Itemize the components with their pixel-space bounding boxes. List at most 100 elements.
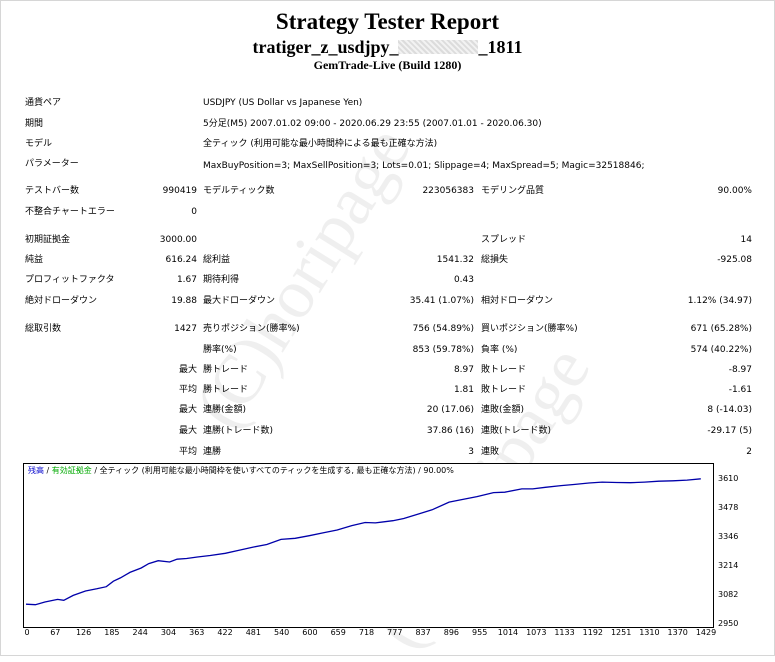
gross-loss-value: -925.08 — [717, 255, 752, 265]
avg-label: 平均 — [178, 385, 197, 395]
legend-equity: 有効証拠金 — [51, 466, 92, 475]
abs-dd-label: 絶対ドローダウン — [25, 296, 98, 306]
legend-balance: 残高 — [28, 466, 44, 475]
x-tick-label: 600 — [302, 628, 318, 637]
payoff-label: 期待利得 — [203, 275, 240, 285]
max-consec-loss-label: 連敗(金額) — [481, 405, 525, 415]
max-consec-loss-value: 8 (-14.03) — [707, 405, 752, 415]
x-tick-label: 363 — [189, 628, 205, 637]
pf-value: 1.67 — [176, 275, 197, 285]
deposit-value: 3000.00 — [159, 235, 197, 245]
max-consec-profit-value: 37.86 (16) — [426, 426, 474, 436]
short-value: 756 (54.89%) — [412, 324, 474, 334]
params-label: パラメーター — [25, 159, 79, 169]
spread-label: スプレッド — [481, 235, 527, 245]
x-tick-label: 304 — [160, 628, 177, 637]
avg-win-label: 勝トレード — [203, 385, 249, 395]
largest-win-label: 勝トレード — [203, 365, 249, 375]
payoff-value: 0.43 — [453, 275, 474, 285]
x-tick-label: 777 — [387, 628, 403, 637]
rel-dd-value: 1.12% (34.97) — [687, 296, 752, 306]
y-tick-label: 2950 — [718, 619, 739, 628]
model-value: 全ティック (利用可能な最小時間枠による最も正確な方法) — [203, 139, 438, 149]
x-tick-label: 422 — [217, 628, 233, 637]
x-tick-label: 1251 — [610, 628, 632, 637]
x-tick-label: 1370 — [667, 628, 688, 637]
win-value: 853 (59.78%) — [412, 345, 474, 355]
max-consec-win-label: 連勝(金額) — [203, 405, 247, 415]
max-consec-profit-label: 連勝(トレード数) — [203, 426, 274, 436]
mismatch-label: 不整合チャートエラー — [25, 207, 115, 217]
x-tick-label: 837 — [415, 628, 431, 637]
redacted-block — [398, 40, 479, 54]
short-label: 売りポジション(勝率%) — [203, 324, 300, 334]
server-name: GemTrade-Live (Build 1280) — [313, 58, 462, 72]
x-tick-label: 896 — [443, 628, 460, 637]
period-label: 期間 — [25, 119, 44, 129]
x-tick-label: 1192 — [582, 628, 603, 637]
max-consec-lossamt-label: 連敗(トレード数) — [481, 426, 552, 436]
y-tick-label: 3082 — [718, 590, 739, 599]
x-tick-label: 481 — [245, 628, 261, 637]
largest-loss-value: -8.97 — [728, 365, 752, 375]
loss-value: 574 (40.22%) — [690, 345, 752, 355]
balance-chart — [23, 463, 714, 628]
model-label: モデル — [25, 139, 53, 149]
y-tick-label: 3214 — [718, 561, 739, 570]
avg-win-value: 1.81 — [453, 385, 474, 395]
loss-label: 負率 (%) — [481, 345, 518, 355]
rel-dd-label: 相対ドローダウン — [481, 296, 554, 306]
x-tick-label: 659 — [330, 628, 346, 637]
largest-loss-label: 敗トレード — [481, 365, 527, 375]
max-consec-lossamt-value: -29.17 (5) — [707, 426, 752, 436]
long-value: 671 (65.28%) — [690, 324, 752, 334]
avg-consec-win-value: 3 — [468, 447, 474, 457]
x-tick-label: 718 — [358, 628, 375, 637]
long-label: 買いポジション(勝率%) — [481, 324, 578, 334]
bars-label: テストバー数 — [25, 186, 80, 196]
max-label: 最大 — [178, 426, 197, 436]
x-tick-label: 1133 — [554, 628, 575, 637]
avg-label: 平均 — [178, 447, 197, 457]
max-label: 最大 — [178, 365, 197, 375]
period-value: 5分足(M5) 2007.01.02 09:00 - 2020.06.29 23… — [203, 119, 542, 129]
params-value: MaxBuyPosition=3; MaxSellPosition=3; Lot… — [203, 161, 645, 171]
y-tick-label: 3346 — [718, 532, 739, 541]
ea-name: tratiger_z_usdjpy_ _1811 — [252, 37, 523, 57]
trades-label: 総取引数 — [25, 324, 62, 334]
y-tick-label: 3610 — [718, 474, 739, 483]
max-dd-value: 35.41 (1.07%) — [409, 296, 474, 306]
x-tick-label: 540 — [273, 628, 290, 637]
x-tick-label: 1014 — [497, 628, 519, 637]
abs-dd-value: 19.88 — [171, 296, 197, 306]
net-label: 純益 — [25, 255, 44, 265]
x-tick-label: 244 — [132, 628, 148, 637]
largest-win-value: 8.97 — [453, 365, 474, 375]
avg-consec-loss-label: 連敗 — [481, 447, 500, 457]
gross-profit-value: 1541.32 — [436, 255, 474, 265]
gross-profit-label: 総利益 — [203, 255, 231, 265]
gross-loss-label: 総損失 — [481, 255, 509, 265]
mismatch-value: 0 — [191, 207, 197, 217]
pair-value: USDJPY (US Dollar vs Japanese Yen) — [203, 98, 363, 108]
x-tick-label: 955 — [472, 628, 488, 637]
avg-loss-value: -1.61 — [728, 385, 752, 395]
x-tick-label: 1429 — [695, 628, 717, 637]
trades-value: 1427 — [174, 324, 197, 334]
y-tick-label: 3478 — [718, 503, 739, 512]
x-tick-label: 185 — [104, 628, 120, 637]
balance-series-line — [25, 478, 701, 606]
pf-label: プロフィットファクタ — [25, 275, 115, 285]
max-label: 最大 — [178, 405, 197, 415]
spread-value: 14 — [740, 235, 752, 245]
win-label: 勝率(%) — [203, 345, 237, 355]
max-dd-label: 最大ドローダウン — [203, 296, 276, 306]
ticks-label: モデルティック数 — [203, 186, 275, 196]
avg-loss-label: 敗トレード — [481, 385, 527, 395]
x-tick-label: 126 — [75, 628, 92, 637]
quality-label: モデリング品質 — [481, 186, 545, 196]
net-value: 616.24 — [165, 255, 198, 265]
pair-label: 通貨ペア — [25, 98, 62, 108]
x-tick-label: 0 — [24, 628, 30, 637]
chart-plot — [25, 478, 701, 606]
